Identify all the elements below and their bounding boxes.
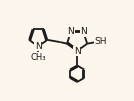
- Text: SH: SH: [94, 37, 107, 46]
- Text: CH₃: CH₃: [30, 53, 46, 62]
- Text: N: N: [80, 27, 87, 36]
- Text: N: N: [74, 46, 81, 56]
- Text: N: N: [68, 27, 74, 36]
- Text: N: N: [35, 42, 42, 51]
